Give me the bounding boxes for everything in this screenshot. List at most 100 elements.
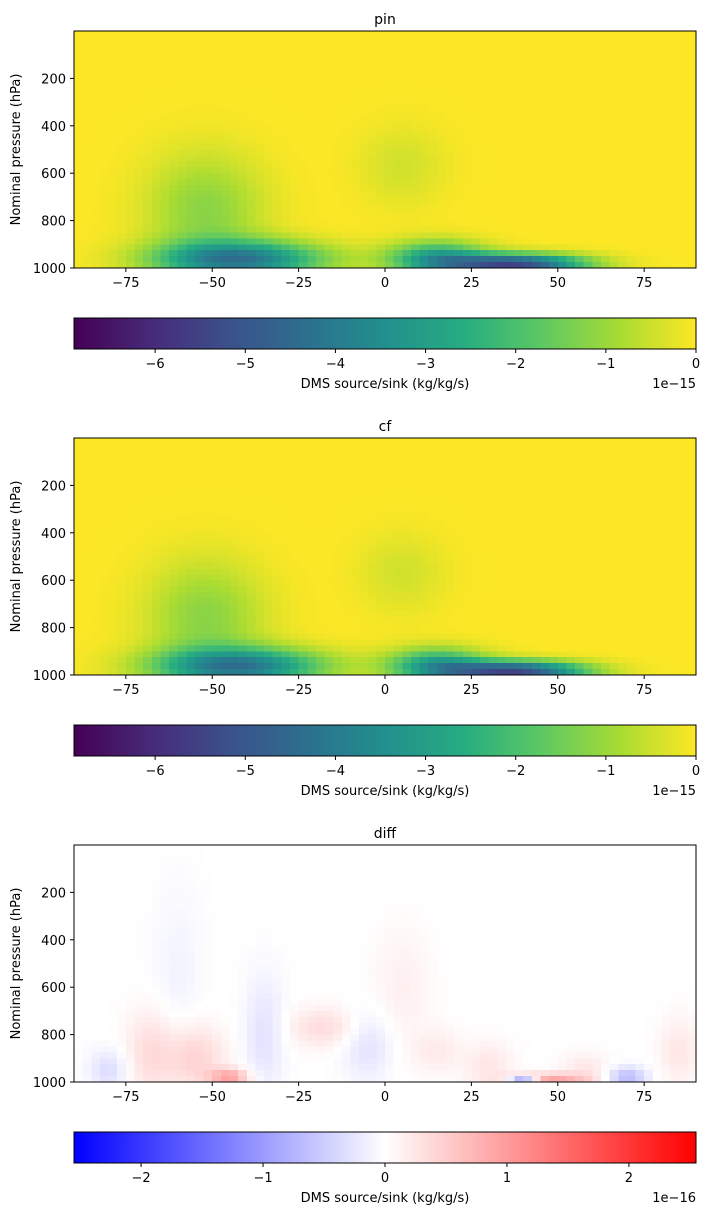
heatmap-cell bbox=[229, 108, 239, 115]
heatmap-cell bbox=[324, 220, 334, 228]
heatmap-cell bbox=[670, 143, 680, 151]
heatmap-cell bbox=[471, 467, 481, 475]
heatmap-cell bbox=[592, 72, 602, 79]
heatmap-cell bbox=[436, 90, 447, 97]
heatmap-cell bbox=[471, 443, 481, 451]
heatmap-cell bbox=[402, 461, 412, 469]
heatmap-cell bbox=[410, 179, 421, 186]
heatmap-cell bbox=[186, 627, 196, 635]
heatmap-cell bbox=[419, 167, 429, 174]
heatmap-cell bbox=[177, 485, 187, 492]
heatmap-cell bbox=[505, 586, 516, 593]
heatmap-cell bbox=[108, 669, 118, 676]
heatmap-cell bbox=[687, 161, 697, 168]
heatmap-cell bbox=[264, 639, 274, 646]
heatmap-cell bbox=[169, 167, 179, 174]
heatmap-cell bbox=[488, 113, 498, 121]
heatmap-cell bbox=[367, 143, 377, 151]
heatmap-cell bbox=[618, 119, 628, 127]
heatmap-cell bbox=[549, 250, 559, 257]
heatmap-cell bbox=[125, 96, 136, 103]
heatmap-cell bbox=[125, 485, 136, 492]
heatmap-cell bbox=[497, 586, 507, 593]
heatmap-cell bbox=[436, 615, 447, 623]
heatmap-cell bbox=[428, 651, 438, 658]
heatmap-cell bbox=[670, 131, 680, 139]
heatmap-cell bbox=[454, 143, 464, 151]
heatmap-cell bbox=[74, 645, 84, 652]
heatmap-cell bbox=[255, 143, 265, 151]
heatmap-cell bbox=[315, 36, 326, 44]
heatmap-cell bbox=[410, 491, 421, 498]
heatmap-cell bbox=[635, 256, 645, 263]
heatmap-cell bbox=[264, 544, 274, 552]
heatmap-cell bbox=[445, 78, 455, 85]
heatmap-cell bbox=[514, 262, 524, 269]
heatmap-cell bbox=[194, 48, 205, 56]
heatmap-cell bbox=[143, 532, 153, 540]
heatmap-cell bbox=[91, 250, 101, 257]
heatmap-cell bbox=[177, 167, 187, 174]
heatmap-cell bbox=[74, 90, 84, 97]
heatmap-cell bbox=[246, 31, 257, 38]
heatmap-cell bbox=[238, 84, 248, 91]
heatmap-cell bbox=[143, 550, 153, 558]
heatmap-cell bbox=[488, 167, 498, 174]
heatmap-cell bbox=[385, 627, 395, 635]
heatmap-cell bbox=[471, 161, 481, 168]
heatmap-cell bbox=[480, 161, 490, 168]
heatmap-cell bbox=[367, 556, 377, 564]
heatmap-cell bbox=[220, 544, 231, 552]
heatmap-cell bbox=[99, 36, 110, 44]
heatmap-cell bbox=[557, 244, 568, 251]
heatmap-cell bbox=[117, 66, 127, 74]
heatmap-cell bbox=[238, 651, 248, 658]
heatmap-cell bbox=[523, 78, 533, 85]
heatmap-cell bbox=[91, 232, 101, 239]
heatmap-cell bbox=[151, 574, 161, 581]
heatmap-cell bbox=[644, 185, 654, 192]
heatmap-cell bbox=[505, 60, 516, 68]
heatmap-cell bbox=[540, 202, 550, 210]
heatmap-cell bbox=[324, 173, 334, 180]
heatmap-cell bbox=[488, 31, 498, 38]
heatmap-cell bbox=[566, 179, 576, 186]
heatmap-cell bbox=[99, 119, 110, 127]
heatmap-cell bbox=[169, 149, 179, 157]
heatmap-cell bbox=[289, 574, 300, 581]
heatmap-cell bbox=[272, 449, 282, 457]
heatmap-cell bbox=[246, 96, 257, 103]
heatmap-cell bbox=[281, 196, 291, 204]
heatmap-cell bbox=[488, 244, 498, 251]
heatmap-cell bbox=[186, 185, 196, 192]
heatmap-cell bbox=[462, 31, 472, 38]
heatmap-cell bbox=[117, 633, 127, 641]
heatmap-cell bbox=[454, 66, 464, 74]
heatmap-cell bbox=[194, 167, 205, 174]
heatmap-cell bbox=[341, 651, 352, 658]
heatmap-cell bbox=[661, 262, 671, 269]
heatmap-cell bbox=[428, 520, 438, 528]
heatmap-cell bbox=[298, 185, 308, 192]
heatmap-cell bbox=[661, 102, 671, 109]
heatmap-cell bbox=[480, 238, 490, 245]
heatmap-cell bbox=[445, 467, 455, 475]
heatmap-cell bbox=[652, 131, 663, 139]
heatmap-cell bbox=[298, 102, 308, 109]
heatmap-cell bbox=[428, 42, 438, 50]
heatmap-cell bbox=[419, 96, 429, 103]
heatmap-cell bbox=[143, 250, 153, 257]
heatmap-cell bbox=[393, 574, 403, 581]
heatmap-cell bbox=[670, 119, 680, 127]
heatmap-cell bbox=[359, 137, 369, 145]
heatmap-cell bbox=[272, 615, 282, 623]
heatmap-cell bbox=[661, 131, 671, 139]
heatmap-cell bbox=[687, 119, 697, 127]
heatmap-cell bbox=[419, 544, 429, 552]
heatmap-cell bbox=[583, 179, 593, 186]
heatmap-cell bbox=[307, 137, 317, 145]
heatmap-cell bbox=[557, 125, 568, 133]
heatmap-cell bbox=[523, 173, 533, 180]
heatmap-cell bbox=[557, 31, 568, 38]
heatmap-cell bbox=[402, 250, 412, 257]
